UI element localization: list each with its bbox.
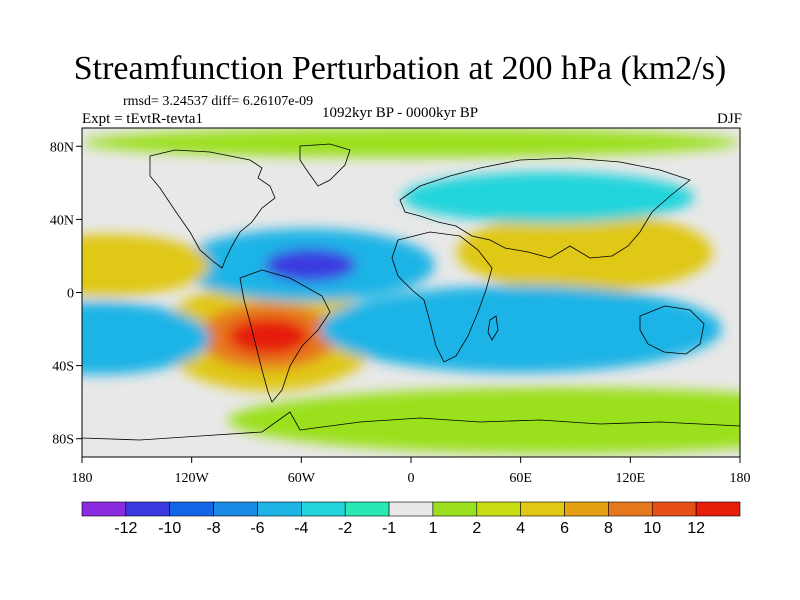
coastline-north-america xyxy=(149,149,276,269)
anomaly-region-4 xyxy=(264,248,357,282)
colorbar-swatch-1 xyxy=(125,501,171,517)
stats-label: rmsd= 3.24537 diff= 6.26107e-09 xyxy=(123,94,314,109)
colorbar-label-1: -10 xyxy=(158,520,181,537)
colorbar-label-9: 4 xyxy=(516,520,525,537)
colorbar-swatch-13 xyxy=(651,501,697,517)
colorbar-swatch-4 xyxy=(257,501,302,517)
experiment-label: Expt = tEvtR-tevta1 xyxy=(82,111,203,127)
colorbar-label-7: 1 xyxy=(428,520,437,537)
anomaly-region-10 xyxy=(401,171,695,224)
colorbar-swatch-3 xyxy=(213,501,258,517)
colorbar-swatch-2 xyxy=(169,501,214,517)
colorbar-label-8: 2 xyxy=(472,520,481,537)
colorbar-label-3: -6 xyxy=(250,520,264,537)
colorbar-swatch-10 xyxy=(520,501,565,517)
anomaly-region-8 xyxy=(82,301,210,375)
coastline-greenland xyxy=(299,143,351,187)
colorbar-swatch-12 xyxy=(608,501,653,517)
season-label: DJF xyxy=(716,111,742,127)
colorbar-swatch-7 xyxy=(388,501,434,517)
colorbar-label-0: -12 xyxy=(114,520,137,537)
coastline-south-america xyxy=(239,269,331,403)
x-tick-label-6: 180 xyxy=(730,471,751,486)
colorbar-label-10: 6 xyxy=(560,520,569,537)
x-tick-label-0: 180 xyxy=(72,471,93,486)
x-tick-label-3: 0 xyxy=(408,471,415,486)
colorbar-swatch-6 xyxy=(344,501,390,517)
colorbar-label-12: 10 xyxy=(643,520,661,537)
x-tick-label-5: 120E xyxy=(616,471,646,486)
colorbar-label-5: -2 xyxy=(338,520,352,537)
colorbar-label-4: -4 xyxy=(294,520,308,537)
field-layer xyxy=(82,128,740,454)
anomaly-region-7 xyxy=(319,285,722,373)
colorbar: -12 -10 -8 -6 -4 -2 -1 1 2 4 6 8 10 12 xyxy=(81,501,741,537)
x-tick-label-1: 120W xyxy=(175,471,210,486)
anomaly-region-9 xyxy=(82,128,740,158)
coastline-africa xyxy=(391,231,493,363)
coastline-antarctica xyxy=(82,411,740,441)
axes: 180 120W 60W 0 60E 120E 180 80N 40N 0 40S 80S xyxy=(50,140,751,486)
colorbar-label-11: 8 xyxy=(604,520,613,537)
anomaly-region-2 xyxy=(228,318,309,355)
period-label: 1092kyr BP - 0000kyr BP xyxy=(322,105,479,121)
colorbar-swatch-14 xyxy=(695,501,741,517)
coastline-eurasia xyxy=(399,157,691,259)
anomaly-region-5 xyxy=(82,234,210,297)
y-tick-label-3: 40S xyxy=(52,360,74,375)
anomaly-region-11 xyxy=(228,387,740,454)
anomaly-region-6 xyxy=(456,212,713,293)
coastline-australia xyxy=(639,305,705,355)
x-tick-label-2: 60W xyxy=(288,471,316,486)
y-tick-label-4: 80S xyxy=(52,433,74,448)
y-tick-label-1: 40N xyxy=(50,213,74,228)
x-tick-label-4: 60E xyxy=(509,471,532,486)
colorbar-label-13: 12 xyxy=(687,520,705,537)
coastline-madagascar xyxy=(487,315,499,341)
colorbar-label-6: -1 xyxy=(382,520,396,537)
colorbar-label-2: -8 xyxy=(206,520,220,537)
colorbar-swatch-5 xyxy=(301,501,346,517)
colorbar-swatch-8 xyxy=(432,501,478,517)
y-tick-label-0: 80N xyxy=(50,140,74,155)
colorbar-swatch-0 xyxy=(81,501,127,517)
colorbar-swatch-9 xyxy=(476,501,521,517)
map-title: Streamfunction Perturbation at 200 hPa (… xyxy=(73,50,727,87)
coastlines xyxy=(82,143,740,441)
colorbar-swatch-11 xyxy=(564,501,609,517)
y-tick-label-2: 0 xyxy=(67,287,74,302)
